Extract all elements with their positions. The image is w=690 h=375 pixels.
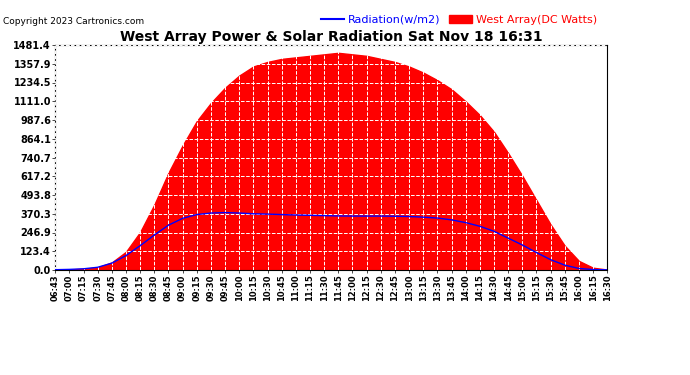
Text: Copyright 2023 Cartronics.com: Copyright 2023 Cartronics.com <box>3 17 145 26</box>
Title: West Array Power & Solar Radiation Sat Nov 18 16:31: West Array Power & Solar Radiation Sat N… <box>120 30 542 44</box>
Legend: Radiation(w/m2), West Array(DC Watts): Radiation(w/m2), West Array(DC Watts) <box>317 10 602 29</box>
